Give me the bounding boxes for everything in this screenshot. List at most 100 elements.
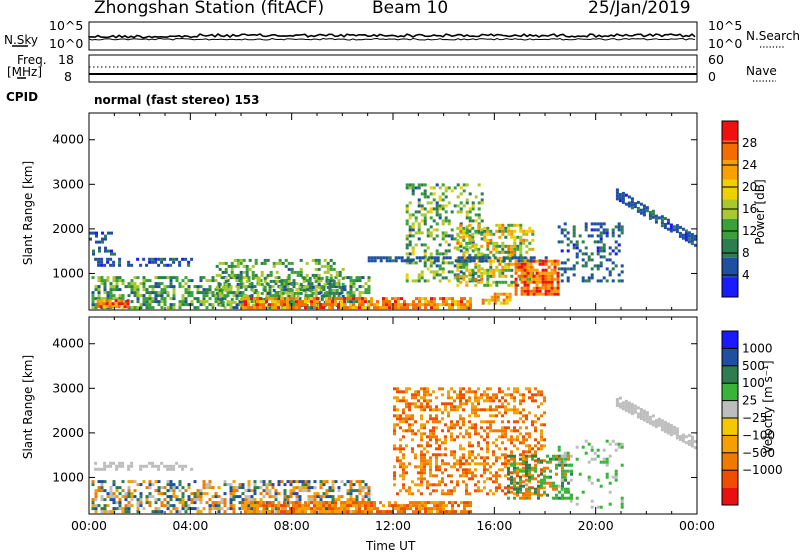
power-cell — [510, 280, 514, 284]
velocity-cell — [367, 498, 371, 502]
velocity-cell — [154, 480, 158, 484]
power-cell — [160, 291, 164, 295]
velocity-cell — [474, 423, 477, 427]
power-cell — [504, 265, 508, 269]
velocity-cell — [328, 486, 332, 490]
power-cell — [519, 244, 523, 248]
power-cell — [251, 288, 255, 292]
power-cell — [618, 196, 622, 200]
power-cell — [484, 259, 488, 263]
power-cell — [483, 253, 487, 257]
power-cell — [560, 273, 564, 277]
power-cell — [456, 183, 460, 187]
power-cell — [148, 260, 152, 264]
power-cell — [323, 264, 327, 268]
velocity-cell — [424, 504, 427, 508]
velocity-cell — [451, 504, 454, 508]
velocity-cell — [519, 457, 522, 461]
power-cell — [684, 238, 688, 242]
power-cell — [284, 279, 288, 283]
power-cell — [262, 303, 265, 307]
velocity-cell — [283, 483, 287, 487]
velocity-cell — [393, 396, 396, 400]
x-tick-label: 16:00 — [476, 518, 512, 533]
power-cell — [408, 186, 412, 190]
power-cell — [310, 297, 313, 301]
velocity-cell — [94, 492, 98, 496]
power-cell — [590, 276, 594, 280]
velocity-cell — [513, 408, 516, 412]
power-cell — [471, 201, 475, 205]
power-cell — [329, 258, 333, 262]
velocity-cell — [292, 510, 295, 514]
power-cell — [645, 206, 649, 210]
velocity-cell — [462, 402, 465, 406]
power-cell — [290, 288, 294, 292]
velocity-cell — [205, 501, 209, 505]
velocity-cell — [504, 408, 507, 412]
power-cell — [238, 294, 242, 298]
power-cell — [340, 288, 344, 292]
power-cell — [465, 259, 469, 263]
velocity-cell — [115, 495, 119, 499]
velocity-cell — [462, 474, 465, 478]
velocity-cell — [175, 507, 179, 511]
power-cell — [211, 279, 215, 283]
power-cell — [556, 280, 560, 284]
power-cell — [693, 234, 697, 238]
velocity-cell — [617, 442, 621, 446]
power-cell — [429, 231, 433, 235]
velocity-cell — [112, 501, 116, 505]
velocity-cell — [229, 495, 233, 499]
velocity-cell — [244, 495, 248, 499]
velocity-cell — [438, 387, 441, 391]
velocity-cell — [537, 393, 540, 397]
power-cell — [355, 276, 359, 280]
power-cell — [553, 271, 557, 275]
power-cell — [596, 249, 600, 253]
velocity-cell — [459, 393, 462, 397]
power-cell — [163, 285, 167, 289]
power-cell — [181, 303, 185, 307]
power-cell — [420, 231, 424, 235]
velocity-cell — [414, 483, 417, 487]
power-cell — [370, 300, 373, 304]
velocity-cell — [569, 496, 573, 500]
velocity-cell — [232, 492, 236, 496]
power-cell — [465, 241, 469, 245]
power-cell — [326, 279, 330, 283]
power-cell — [287, 288, 291, 292]
power-cell — [262, 306, 265, 310]
power-cell — [456, 283, 460, 287]
velocity-cell — [516, 481, 519, 485]
power-cell — [118, 288, 122, 292]
velocity-cell — [417, 405, 420, 409]
power-cell — [596, 279, 600, 283]
velocity-cell — [370, 501, 373, 505]
power-cell — [334, 297, 337, 301]
velocity-cell — [540, 435, 543, 439]
power-cell — [172, 276, 176, 280]
power-cell — [92, 252, 95, 256]
power-cell — [329, 273, 333, 277]
power-cell — [581, 258, 585, 262]
power-cell — [528, 229, 532, 233]
power-cell — [432, 261, 436, 265]
power-cell — [265, 300, 268, 304]
velocity-cell — [187, 504, 191, 508]
power-cell — [427, 300, 430, 304]
power-cell — [519, 226, 523, 230]
power-cell — [94, 303, 98, 307]
power-cell — [311, 291, 315, 295]
velocity-cell — [295, 492, 299, 496]
velocity-cell — [238, 486, 242, 490]
power-cell — [541, 292, 545, 296]
velocity-cell — [435, 438, 438, 442]
velocity-cell — [436, 501, 439, 505]
velocity-cell — [426, 462, 429, 466]
velocity-cell — [534, 414, 537, 418]
velocity-cell — [566, 490, 570, 494]
power-cell — [414, 243, 418, 247]
power-cell — [373, 256, 377, 260]
velocity-colorbar-tick-label: 25 — [742, 394, 757, 408]
